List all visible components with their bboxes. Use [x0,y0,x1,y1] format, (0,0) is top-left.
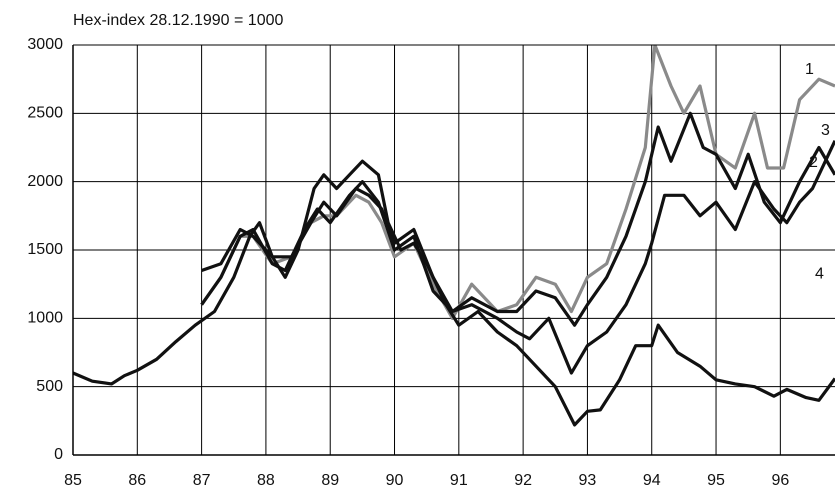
x-tick-label: 92 [514,472,532,489]
y-tick-label: 500 [36,378,63,395]
x-tick-label: 88 [257,472,275,489]
series-line [201,111,835,327]
x-tick-label: 90 [386,472,404,489]
lines [73,45,835,427]
y-tick-label: 1500 [27,241,63,258]
y-tick-label: 2000 [27,173,63,190]
x-tick-label: 85 [64,472,82,489]
x-tick-label: 93 [579,472,597,489]
series-label: 4 [815,266,824,283]
series-label: 3 [821,122,830,139]
y-tick-label: 2500 [27,105,63,122]
x-tick-label: 86 [128,472,146,489]
grid [72,44,835,456]
x-tick-label: 87 [193,472,211,489]
x-tick-label: 95 [707,472,725,489]
series-line [73,159,835,427]
x-tick-label: 96 [771,472,789,489]
y-tick-label: 0 [54,446,63,463]
x-tick-label: 89 [321,472,339,489]
series-line [200,140,835,375]
y-tick-label: 1000 [27,310,63,327]
x-tick-label: 94 [643,472,661,489]
series-label: 2 [809,154,818,171]
x-tick-label: 91 [450,472,468,489]
y-tick-label: 3000 [27,36,63,53]
chart-title: Hex-index 28.12.1990 = 1000 [73,12,283,29]
series-label: 1 [805,61,814,78]
